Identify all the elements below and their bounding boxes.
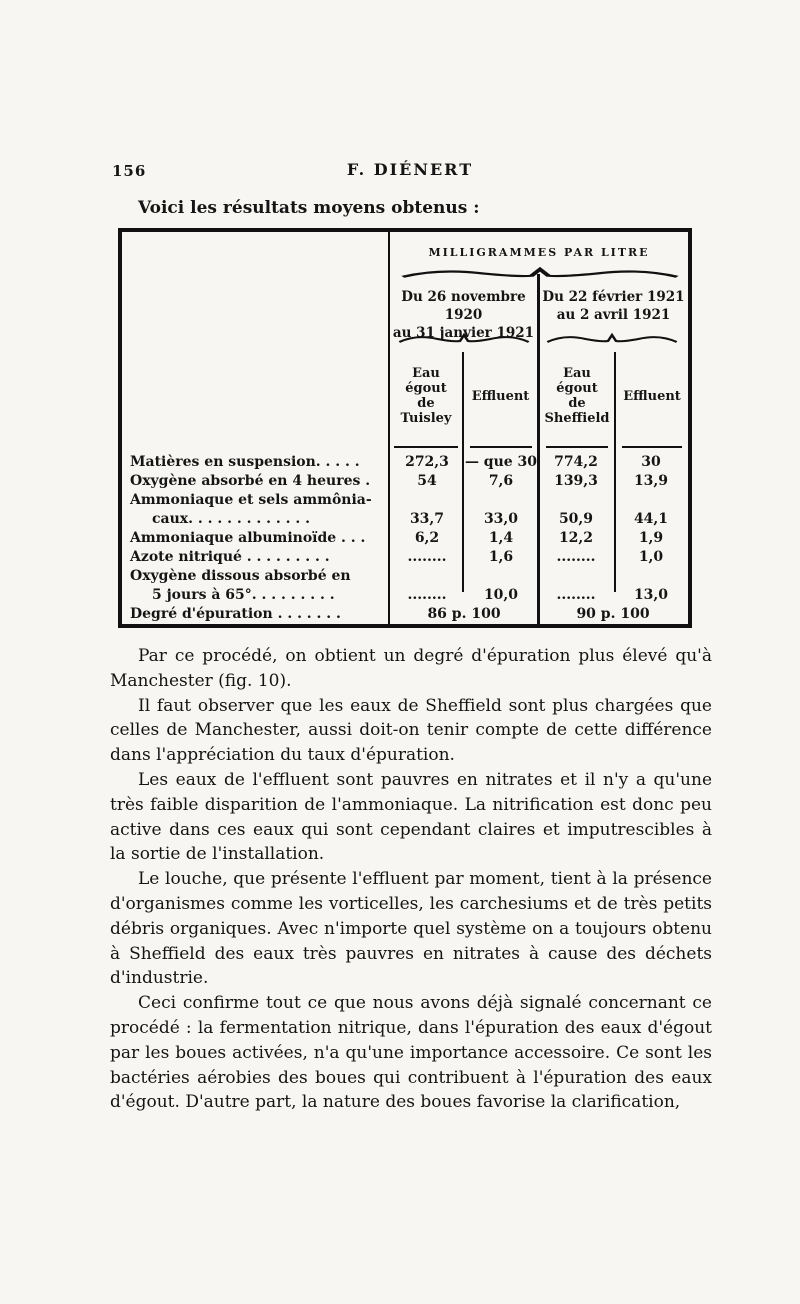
cell: 139,3 bbox=[554, 473, 598, 489]
row-label: Degré d'épuration . . . . . . . bbox=[130, 606, 341, 622]
cell: 6,2 bbox=[414, 530, 440, 546]
header-rule bbox=[394, 446, 458, 448]
table-row: Ammoniaque albuminoïde . . . 6,2 1,4 12,… bbox=[122, 529, 688, 548]
column-header-sheffield: Eau égout de Sheffield bbox=[544, 366, 610, 426]
cell bbox=[538, 491, 614, 510]
cell: 33,0 bbox=[483, 511, 519, 527]
column-header-tuisley: Eau égout de Tuisley bbox=[400, 366, 452, 426]
row-label: caux. . . . . . . . . . . . . bbox=[152, 511, 310, 527]
paragraph: Le louche, que présente l'effluent par m… bbox=[110, 869, 712, 989]
brace-icon bbox=[546, 332, 678, 344]
cell bbox=[464, 567, 538, 586]
cell: ........ bbox=[556, 549, 596, 565]
cell: 33,7 bbox=[409, 511, 445, 527]
cell bbox=[614, 491, 688, 510]
brace-icon bbox=[400, 266, 680, 279]
table-row: Oxygène absorbé en 4 heures . 54 7,6 139… bbox=[122, 472, 688, 491]
cell: — que 30 bbox=[464, 454, 538, 470]
body-text: Par ce procédé, on obtient un degré d'ép… bbox=[110, 644, 712, 1115]
running-head: F. DIÉNERT bbox=[346, 160, 474, 179]
row-label: Oxygène absorbé en 4 heures . bbox=[130, 473, 371, 489]
cell: 7,6 bbox=[488, 473, 514, 489]
cell bbox=[464, 491, 538, 510]
cell bbox=[538, 567, 614, 586]
cell: 1,9 bbox=[638, 530, 664, 546]
period-divider bbox=[537, 274, 540, 624]
cell: ........ bbox=[407, 587, 447, 603]
cell: 13,0 bbox=[633, 587, 669, 603]
subcolumn-divider-1 bbox=[462, 352, 464, 592]
header-rule bbox=[470, 446, 532, 448]
cell: 774,2 bbox=[554, 454, 598, 470]
cell: 50,9 bbox=[558, 511, 594, 527]
table-row: 5 jours à 65°. . . . . . . . . ........ … bbox=[122, 586, 688, 605]
column-header-effluent-2: Effluent bbox=[623, 388, 681, 404]
cell: ........ bbox=[556, 587, 596, 603]
table-row: Ammoniaque et sels ammônia- bbox=[122, 491, 688, 510]
results-table: MILLIGRAMMES PAR LITRE Du 26 novembre 19… bbox=[118, 228, 692, 628]
table-row-degre-epuration: Degré d'épuration . . . . . . . 86 p. 10… bbox=[122, 605, 688, 624]
table-row: Azote nitriqué . . . . . . . . . .......… bbox=[122, 548, 688, 567]
cell: 12,2 bbox=[558, 530, 594, 546]
cell-span: 86 p. 100 bbox=[427, 606, 501, 622]
cell bbox=[614, 567, 688, 586]
paragraph: Par ce procédé, on obtient un degré d'ép… bbox=[110, 646, 712, 691]
period-2-line1: Du 22 février 1921 bbox=[542, 289, 685, 305]
paragraph: Il faut observer que les eaux de Sheffie… bbox=[110, 695, 712, 766]
intro-sentence: Voici les résultats moyens obtenus : bbox=[138, 198, 480, 218]
period-1-line1: Du 26 novembre 1920 bbox=[401, 289, 526, 323]
cell: 10,0 bbox=[483, 587, 519, 603]
table-row: caux. . . . . . . . . . . . . 33,7 33,0 … bbox=[122, 510, 688, 529]
page-number: 156 bbox=[112, 162, 147, 180]
cell: 54 bbox=[417, 473, 437, 489]
row-label: Azote nitriqué . . . . . . . . . bbox=[130, 549, 330, 565]
row-label: 5 jours à 65°. . . . . . . . . bbox=[152, 587, 335, 603]
cell bbox=[390, 567, 464, 586]
table-body: Matières en suspension. . . . . 272,3 — … bbox=[122, 453, 688, 624]
paragraph: Les eaux de l'effluent sont pauvres en n… bbox=[110, 769, 712, 865]
table-row: Matières en suspension. . . . . 272,3 — … bbox=[122, 453, 688, 472]
period-2-header: Du 22 février 1921 au 2 avril 1921 bbox=[541, 288, 686, 324]
cell: 30 bbox=[641, 454, 661, 470]
label-column-divider bbox=[388, 232, 390, 624]
cell bbox=[390, 491, 464, 510]
table-unit-header: MILLIGRAMMES PAR LITRE bbox=[428, 246, 650, 259]
subcolumn-divider-2 bbox=[614, 352, 616, 592]
paragraph: Ceci confirme tout ce que nous avons déj… bbox=[110, 993, 712, 1113]
row-label: Ammoniaque et sels ammônia- bbox=[130, 492, 372, 508]
cell-span: 90 p. 100 bbox=[576, 606, 650, 622]
column-header-effluent-1: Effluent bbox=[471, 388, 530, 404]
cell: 1,4 bbox=[488, 530, 514, 546]
cell: ........ bbox=[407, 549, 447, 565]
cell: 272,3 bbox=[405, 454, 449, 470]
row-label: Ammoniaque albuminoïde . . . bbox=[130, 530, 366, 546]
table-row: Oxygène dissous absorbé en bbox=[122, 567, 688, 586]
cell: 44,1 bbox=[633, 511, 669, 527]
header-rule bbox=[546, 446, 608, 448]
cell: 13,9 bbox=[633, 473, 669, 489]
period-2-line2: au 2 avril 1921 bbox=[556, 307, 671, 323]
row-label: Oxygène dissous absorbé en bbox=[130, 568, 351, 584]
cell: 1,0 bbox=[638, 549, 664, 565]
brace-icon bbox=[398, 332, 530, 344]
cell: 1,6 bbox=[488, 549, 514, 565]
row-label: Matières en suspension. . . . . bbox=[130, 454, 360, 470]
header-rule bbox=[622, 446, 682, 448]
